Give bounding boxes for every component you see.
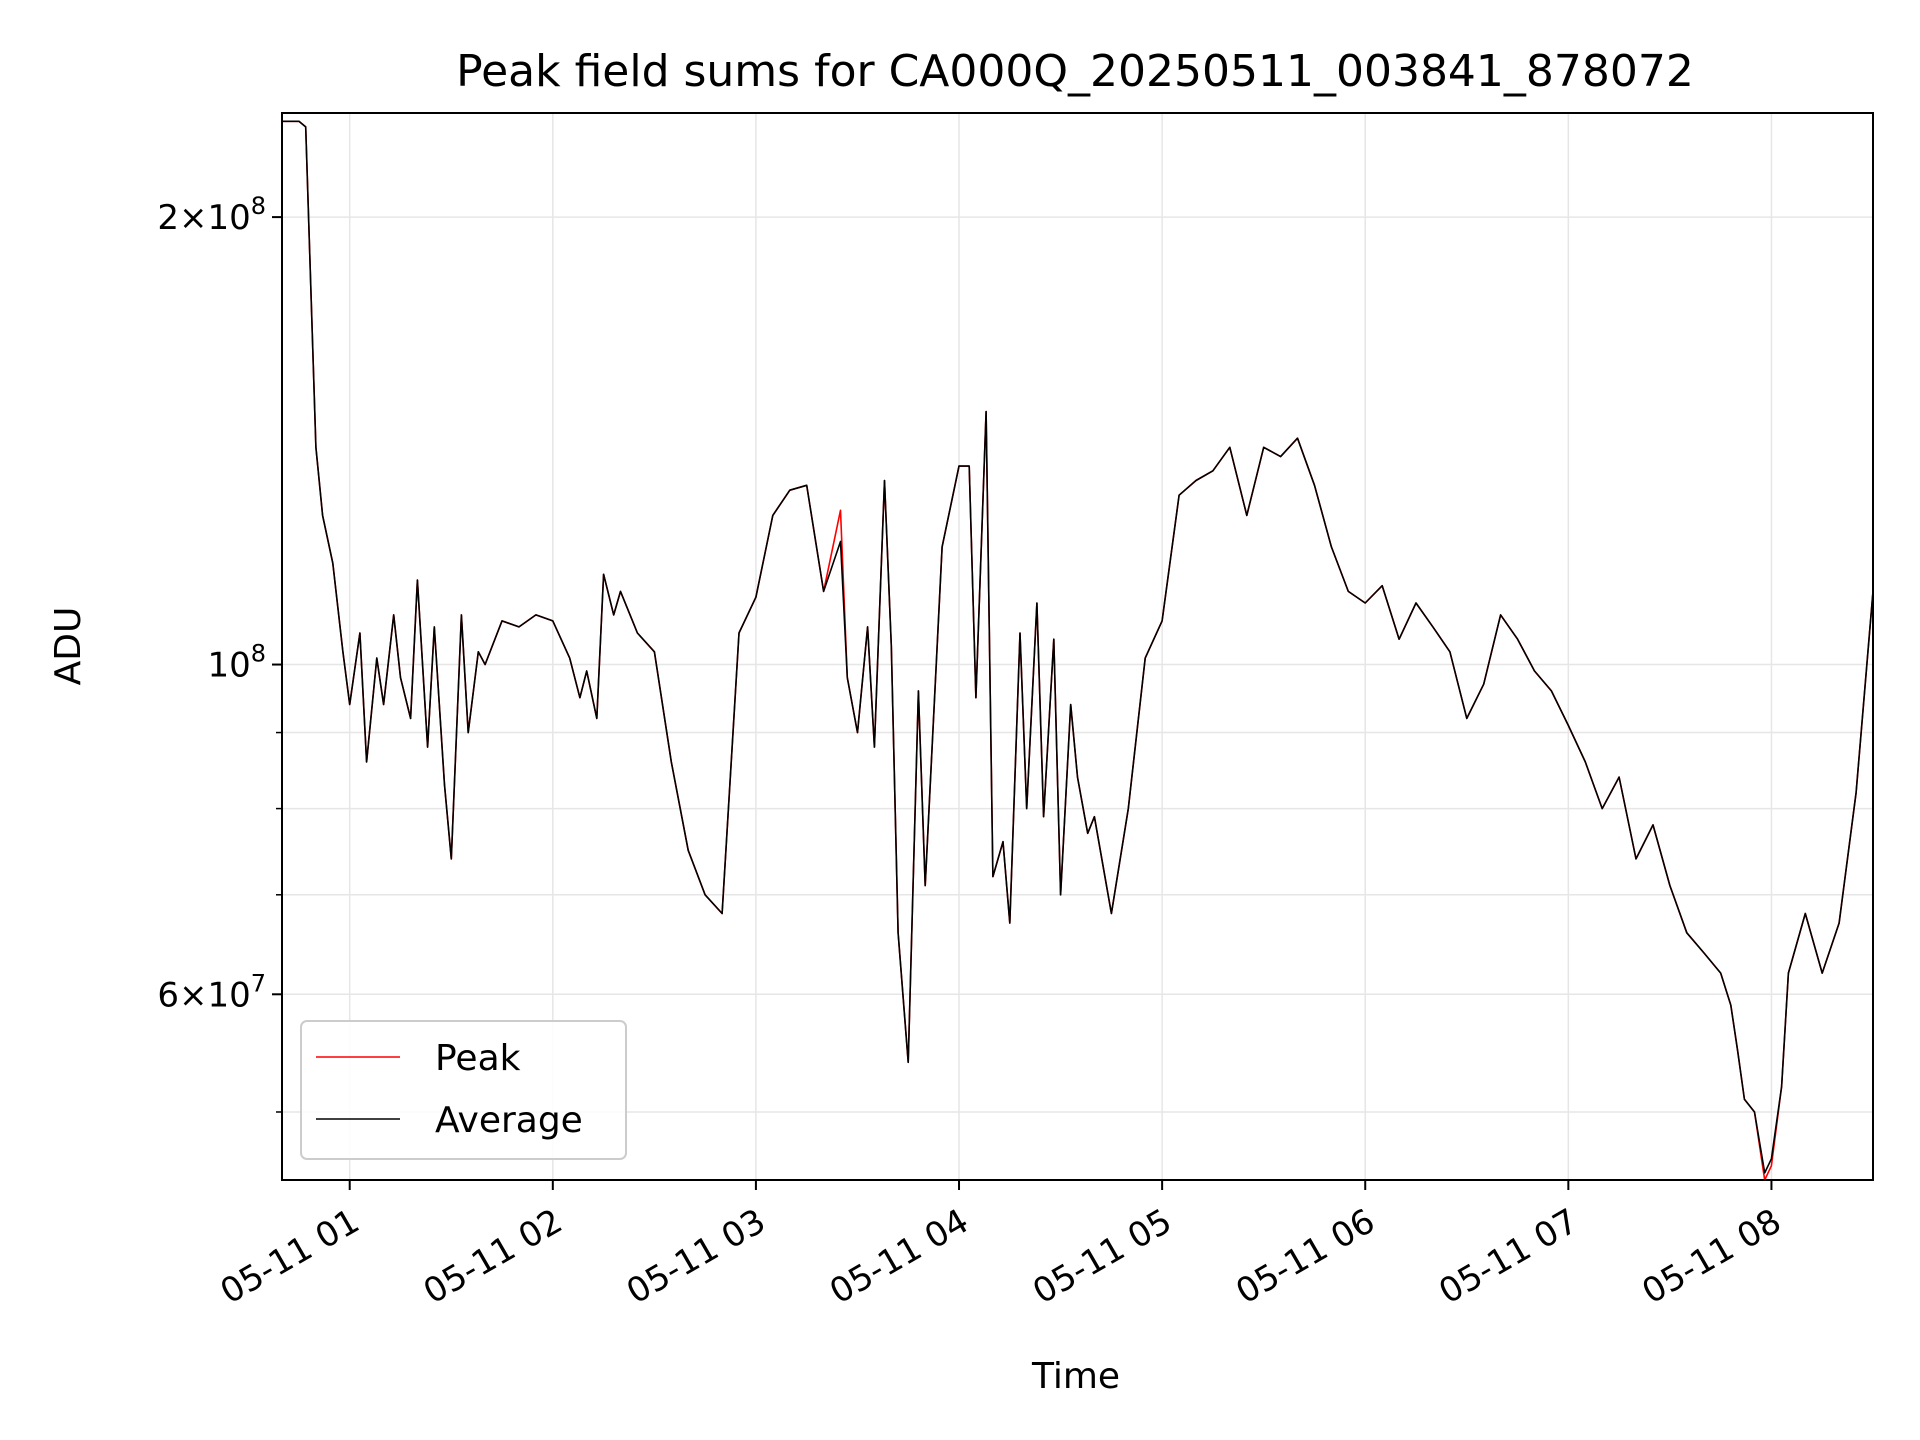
y-tick-label: 6×107 [157,969,266,1015]
y-tick-label: 108 [207,640,266,686]
series-line-average [282,120,1873,1174]
legend-box [300,1020,627,1160]
legend-label-peak: Peak [435,1038,521,1079]
plot-frame [281,112,1874,1181]
chart-title: Peak field sums for CA000Q_20250511_0038… [456,46,1694,97]
y-tick-label: 2×108 [157,192,266,238]
grid [282,113,1873,1180]
x-axis-label: Time [1031,1356,1120,1397]
y-axis-label: ADU [48,607,89,686]
legend: Peak Average [300,1020,627,1160]
series-layer [282,120,1873,1180]
legend-label-average: Average [435,1100,583,1141]
